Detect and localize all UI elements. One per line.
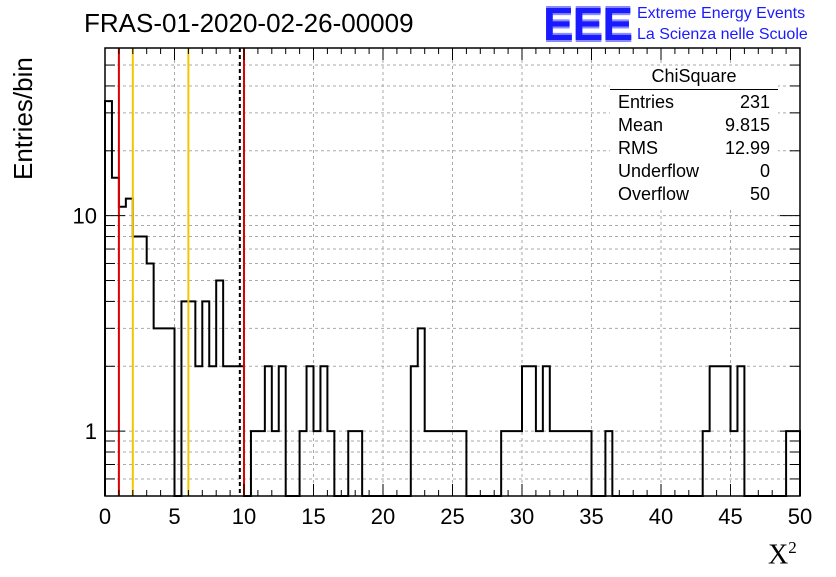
y-tick-label: 1 [85, 419, 97, 444]
stats-title: ChiSquare [610, 66, 778, 90]
x-axis-label: X2 [768, 538, 797, 571]
stats-label: Underflow [618, 161, 700, 181]
logo-line-1: Extreme Energy Events [637, 5, 806, 22]
x-tick-label: 30 [510, 504, 534, 529]
stats-row-underflow: Underflow 0 [610, 161, 778, 184]
x-tick-label: 20 [371, 504, 395, 529]
stats-value: 50 [749, 184, 770, 204]
x-axis-label-text: X [768, 539, 789, 571]
logo-mark: EEE [543, 0, 633, 50]
y-tick-label: 10 [73, 204, 97, 229]
x-tick-label: 0 [99, 504, 111, 529]
chart-title: FRAS-01-2020-02-26-00009 [84, 8, 414, 38]
stats-row-entries: Entries 231 [610, 92, 778, 115]
x-tick-label: 45 [718, 504, 742, 529]
stats-label: Overflow [618, 184, 690, 204]
logo-line-2: La Scienza nelle Scuole [637, 26, 808, 43]
x-tick-label: 15 [301, 504, 325, 529]
x-tick-label: 10 [232, 504, 256, 529]
x-tick-label: 5 [168, 504, 180, 529]
x-tick-label: 35 [579, 504, 603, 529]
stats-value: 231 [739, 92, 770, 112]
stats-row-mean: Mean 9.815 [610, 115, 778, 138]
x-tick-label: 40 [649, 504, 673, 529]
stats-value: 12.99 [724, 138, 770, 158]
stats-row-rms: RMS 12.99 [610, 138, 778, 161]
y-axis-label: Entries/bin [8, 57, 38, 180]
stats-label: Mean [618, 115, 664, 135]
x-tick-label: 50 [788, 504, 812, 529]
stats-label: RMS [618, 138, 658, 158]
x-tick-label: 25 [440, 504, 464, 529]
stats-row-overflow: Overflow 50 [610, 184, 778, 207]
stats-label: Entries [618, 92, 675, 112]
stats-value: 0 [759, 161, 770, 181]
stats-box: ChiSquare Entries 231 Mean 9.815 RMS 12.99 … [610, 66, 778, 207]
x-axis-label-sup: 2 [788, 538, 797, 557]
stats-value: 9.815 [724, 115, 770, 135]
